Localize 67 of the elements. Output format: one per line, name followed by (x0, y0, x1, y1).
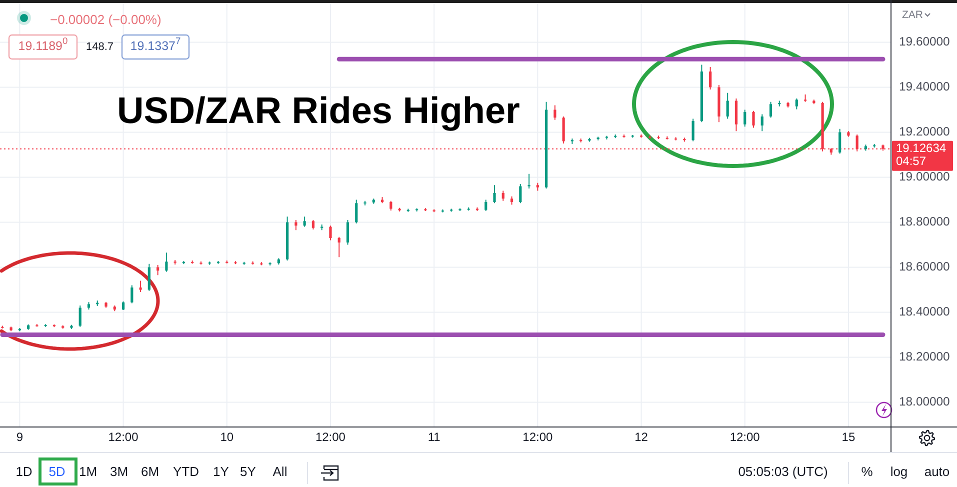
x-tick-label: 11 (428, 430, 441, 444)
x-tick-label: 12:00 (108, 430, 139, 444)
candlestick (734, 98, 738, 132)
annotation: −0.00002 (−0.00%) (50, 12, 162, 28)
text: log (890, 464, 908, 480)
candlestick (795, 98, 798, 110)
y-tick-label: 18.80000 (899, 214, 950, 228)
x-tick-label: 12:00 (730, 430, 760, 444)
candlestick (709, 66, 712, 90)
text: 1M (78, 464, 98, 480)
text: ZAR (902, 8, 924, 21)
text: 3M (110, 464, 128, 480)
text: 1Y (213, 464, 230, 480)
candlestick (303, 216, 306, 228)
candlestick (484, 199, 488, 212)
ref-line-label: 19.12634 04:57 (896, 140, 946, 168)
text: USD/ZAR Rides Higher (117, 90, 520, 131)
candlestick (355, 199, 358, 224)
candlestick (130, 284, 134, 304)
candlestick (562, 116, 565, 144)
candlestick (744, 109, 746, 128)
candlestick (338, 236, 340, 258)
candlestick (752, 110, 755, 128)
candlestick (329, 225, 332, 241)
text: 5Y (240, 464, 256, 480)
text: % (861, 464, 874, 480)
annotation: 148.7 (86, 40, 114, 53)
text: YTD (173, 464, 199, 480)
candlestick (165, 252, 168, 272)
candlestick (502, 190, 504, 202)
x-tick-label: 12:00 (522, 430, 554, 444)
annotation: 19.1337$^{7}$ (130, 36, 181, 54)
candlestick (692, 118, 694, 142)
candlestick (760, 114, 764, 132)
x-tick-label: 12:00 (315, 430, 346, 444)
candlestick (139, 280, 142, 292)
x-tick-label: 15 (842, 430, 856, 444)
x-tick-label: 9 (16, 430, 24, 444)
y-tick-label: 19.60000 (899, 34, 950, 48)
y-tick-label: 18.60000 (899, 259, 950, 274)
y-tick-label: 19.20000 (899, 124, 950, 138)
x-tick-label: 12 (634, 430, 648, 444)
y-tick-label: 19.00000 (899, 169, 950, 184)
y-tick-label: 18.40000 (899, 304, 950, 318)
candlestick (312, 220, 315, 230)
text: 05:05:03 (UTC) (738, 464, 828, 480)
text: auto (924, 464, 950, 480)
candlestick (519, 184, 522, 204)
y-tick-label: 18.20000 (899, 349, 950, 364)
y-tick-label: 19.40000 (899, 79, 950, 94)
candlestick (838, 128, 842, 154)
candlestick (78, 305, 82, 328)
x-tick-label: 10 (220, 430, 234, 444)
candlestick (769, 101, 772, 118)
candlestick (390, 200, 392, 212)
candlestick (493, 184, 496, 204)
candlestick (148, 263, 150, 292)
candlestick (346, 220, 350, 246)
text: All (272, 464, 288, 480)
text: 6M (140, 464, 160, 480)
text: 1D (16, 464, 32, 480)
candlestick (726, 92, 729, 120)
annotation: 19.1189$^{0}$ (18, 36, 68, 54)
text: 5D (48, 464, 66, 480)
candlestick (554, 104, 556, 120)
candlestick (528, 173, 530, 189)
y-tick-label: 18.00000 (899, 394, 950, 408)
